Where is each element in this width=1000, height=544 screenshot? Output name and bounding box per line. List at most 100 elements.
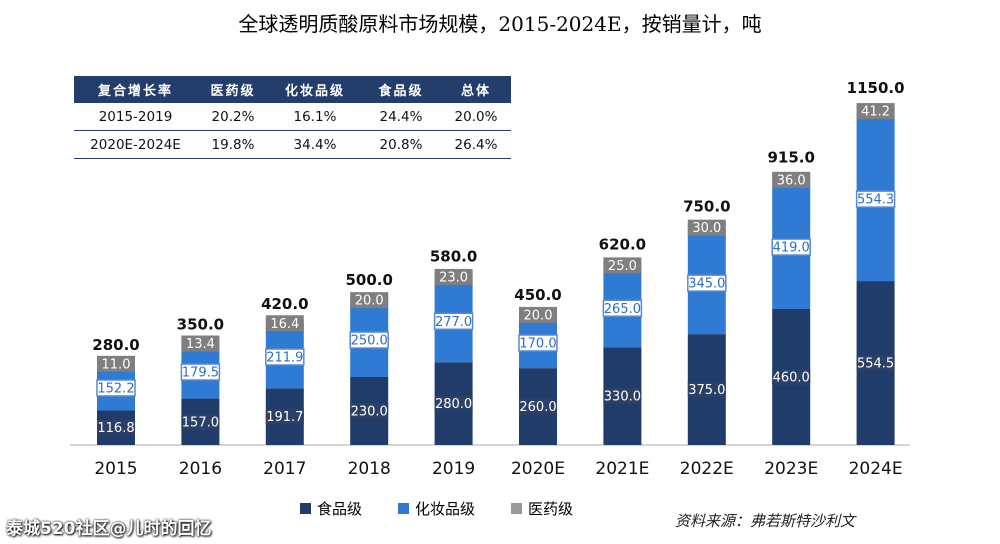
legend-label-pharma: 医药级 (528, 500, 574, 518)
total-label: 350.0 (177, 316, 224, 334)
cagr-cell: 34.4% (269, 130, 361, 159)
data-label-box (180, 363, 221, 381)
data-label-food: 280.0 (435, 397, 472, 412)
data-label-cosmetic: 170.0 (519, 337, 556, 352)
x-tick-label: 2020E (511, 459, 565, 479)
cagr-cell: 26.4% (441, 130, 511, 159)
data-label-pharma: 41.2 (861, 105, 890, 120)
data-label-pharma: 36.0 (777, 173, 806, 188)
cagr-cell: 20.8% (361, 130, 441, 159)
data-label-cosmetic: 211.9 (266, 350, 303, 365)
data-label-box (856, 355, 895, 372)
x-tick-label: 2017 (263, 459, 306, 479)
data-label-box (772, 369, 811, 385)
legend-item-food: 食品级 (300, 498, 362, 519)
data-label-cosmetic: 277.0 (435, 315, 472, 330)
x-tick-label: 2022E (680, 459, 734, 479)
cagr-header-total: 总体 (441, 76, 511, 103)
data-label-food: 460.0 (773, 371, 810, 386)
total-label: 915.0 (767, 148, 814, 166)
cagr-header-cosmetic: 化妆品级 (269, 76, 361, 103)
data-label-box (519, 398, 557, 415)
data-label-food: 554.5 (857, 357, 894, 372)
cagr-row: 2015-2019 20.2% 16.1% 24.4% 20.0% (74, 103, 511, 131)
total-label: 500.0 (345, 271, 392, 289)
data-label-pharma: 20.0 (524, 308, 553, 323)
data-label-box (434, 268, 473, 285)
data-label-box (855, 190, 896, 208)
cagr-cell: 20.0% (441, 103, 511, 131)
cagr-header-pharma: 医药级 (197, 76, 269, 103)
data-label-box (265, 408, 304, 425)
data-label-box (265, 315, 304, 332)
cagr-table: 复合增长率 医药级 化妆品级 食品级 总体 2015-2019 20.2% 16… (74, 76, 511, 159)
data-label-box (519, 306, 557, 323)
data-label-cosmetic: 554.3 (857, 193, 894, 208)
cagr-cell: 16.1% (269, 103, 361, 131)
data-label-pharma: 23.0 (439, 270, 468, 285)
chart-title: 全球透明质酸原料市场规模，2015-2024E，按销量计，吨 (238, 12, 762, 36)
cagr-cell: 24.4% (361, 103, 441, 131)
legend-item-cosmetic: 化妆品级 (398, 498, 475, 519)
cagr-header-row: 复合增长率 医药级 化妆品级 食品级 总体 (74, 76, 511, 103)
data-label-food: 230.0 (351, 405, 388, 420)
data-label-pharma: 11.0 (102, 357, 131, 372)
data-label-box (96, 379, 136, 397)
data-label-box (602, 299, 643, 318)
legend-swatch-pharma (511, 503, 523, 514)
data-label-box (181, 335, 220, 352)
data-label-box (772, 171, 811, 188)
x-tick-label: 2016 (179, 459, 222, 479)
total-label: 450.0 (514, 286, 561, 304)
data-label-food: 116.8 (97, 421, 134, 436)
data-label-box (687, 381, 726, 398)
x-tick-label: 2021E (595, 459, 649, 479)
data-label-pharma: 25.0 (608, 259, 637, 274)
legend-label-cosmetic: 化妆品级 (415, 500, 476, 518)
data-label-box (687, 274, 727, 292)
cagr-header-food: 食品级 (361, 76, 441, 103)
data-label-box (434, 395, 473, 412)
data-label-box (771, 238, 811, 256)
data-label-box (349, 331, 389, 349)
data-label-box (687, 219, 726, 236)
data-label-food: 260.0 (519, 400, 556, 415)
x-tick-label: 2018 (348, 459, 391, 479)
data-label-cosmetic: 265.0 (604, 302, 641, 317)
watermark: 泰城520社区@儿时的回忆 (6, 519, 212, 539)
total-label: 280.0 (92, 336, 139, 354)
data-label-box (181, 413, 220, 430)
legend-item-pharma: 医药级 (511, 498, 573, 519)
data-label-cosmetic: 419.0 (773, 241, 810, 256)
data-label-pharma: 30.0 (692, 221, 721, 236)
data-label-box (97, 419, 135, 436)
data-label-box (350, 403, 389, 419)
legend: 食品级 化妆品级 医药级 (300, 498, 573, 519)
data-label-food: 157.0 (182, 415, 219, 430)
data-label-food: 330.0 (604, 390, 641, 405)
cagr-cell: 19.8% (197, 130, 269, 159)
total-label: 620.0 (599, 236, 646, 254)
cagr-row: 2020E-2024E 19.8% 34.4% 20.8% 26.4% (74, 130, 511, 159)
data-label-cosmetic: 345.0 (688, 277, 725, 292)
data-label-box (856, 103, 895, 120)
data-label-food: 191.7 (266, 410, 303, 425)
data-label-cosmetic: 179.5 (182, 366, 219, 381)
data-label-cosmetic: 250.0 (351, 334, 388, 349)
x-tick-label: 2019 (432, 459, 475, 479)
data-label-food: 375.0 (688, 383, 725, 398)
cagr-cell: 20.2% (197, 103, 269, 131)
x-tick-label: 2015 (94, 459, 137, 479)
total-label: 420.0 (261, 295, 308, 313)
legend-swatch-food (300, 503, 311, 514)
data-label-pharma: 13.4 (186, 337, 215, 352)
cagr-header-period: 复合增长率 (74, 76, 197, 103)
total-label: 580.0 (430, 248, 477, 266)
x-tick-label: 2024E (849, 459, 903, 479)
total-label: 750.0 (683, 197, 730, 215)
data-label-box (433, 312, 474, 331)
data-label-box (603, 257, 642, 274)
x-tick-label: 2023E (764, 459, 818, 479)
data-label-pharma: 16.4 (270, 317, 299, 332)
